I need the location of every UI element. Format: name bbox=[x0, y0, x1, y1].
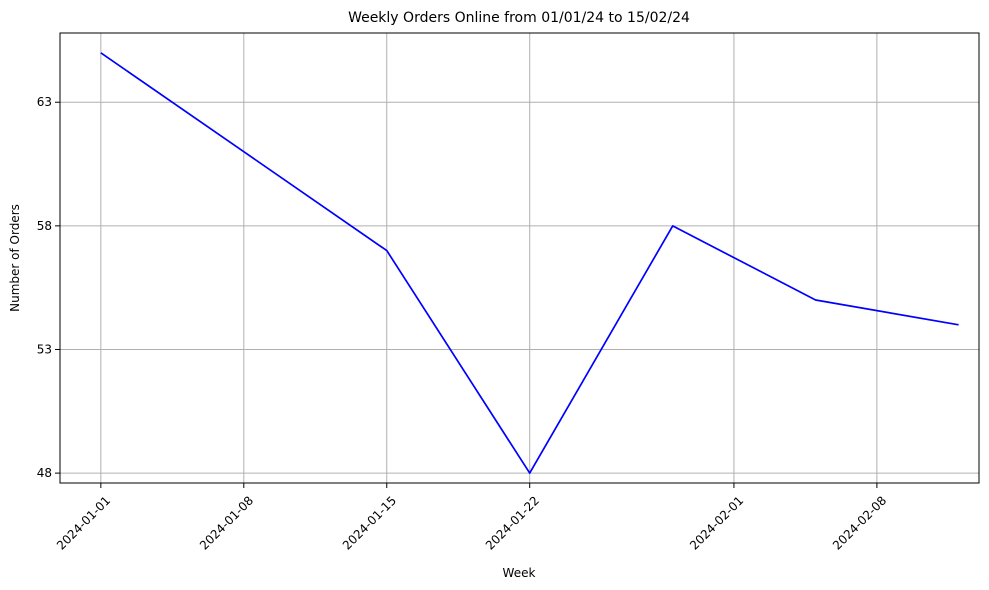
plot-frame bbox=[59, 32, 980, 484]
y-axis-title: Number of Orders bbox=[8, 204, 22, 312]
y-tick-label: 53 bbox=[37, 342, 52, 356]
series-layer bbox=[100, 52, 959, 474]
y-tick-layer: 48 53 58 63 bbox=[37, 95, 60, 480]
y-tick-label: 58 bbox=[37, 219, 52, 233]
y-tick-label: 48 bbox=[37, 466, 52, 480]
series-line bbox=[100, 52, 959, 474]
x-axis-title: Week bbox=[503, 566, 536, 580]
y-tick-label: 63 bbox=[37, 95, 52, 109]
chart-title: Weekly Orders Online from 01/01/24 to 15… bbox=[348, 10, 690, 26]
